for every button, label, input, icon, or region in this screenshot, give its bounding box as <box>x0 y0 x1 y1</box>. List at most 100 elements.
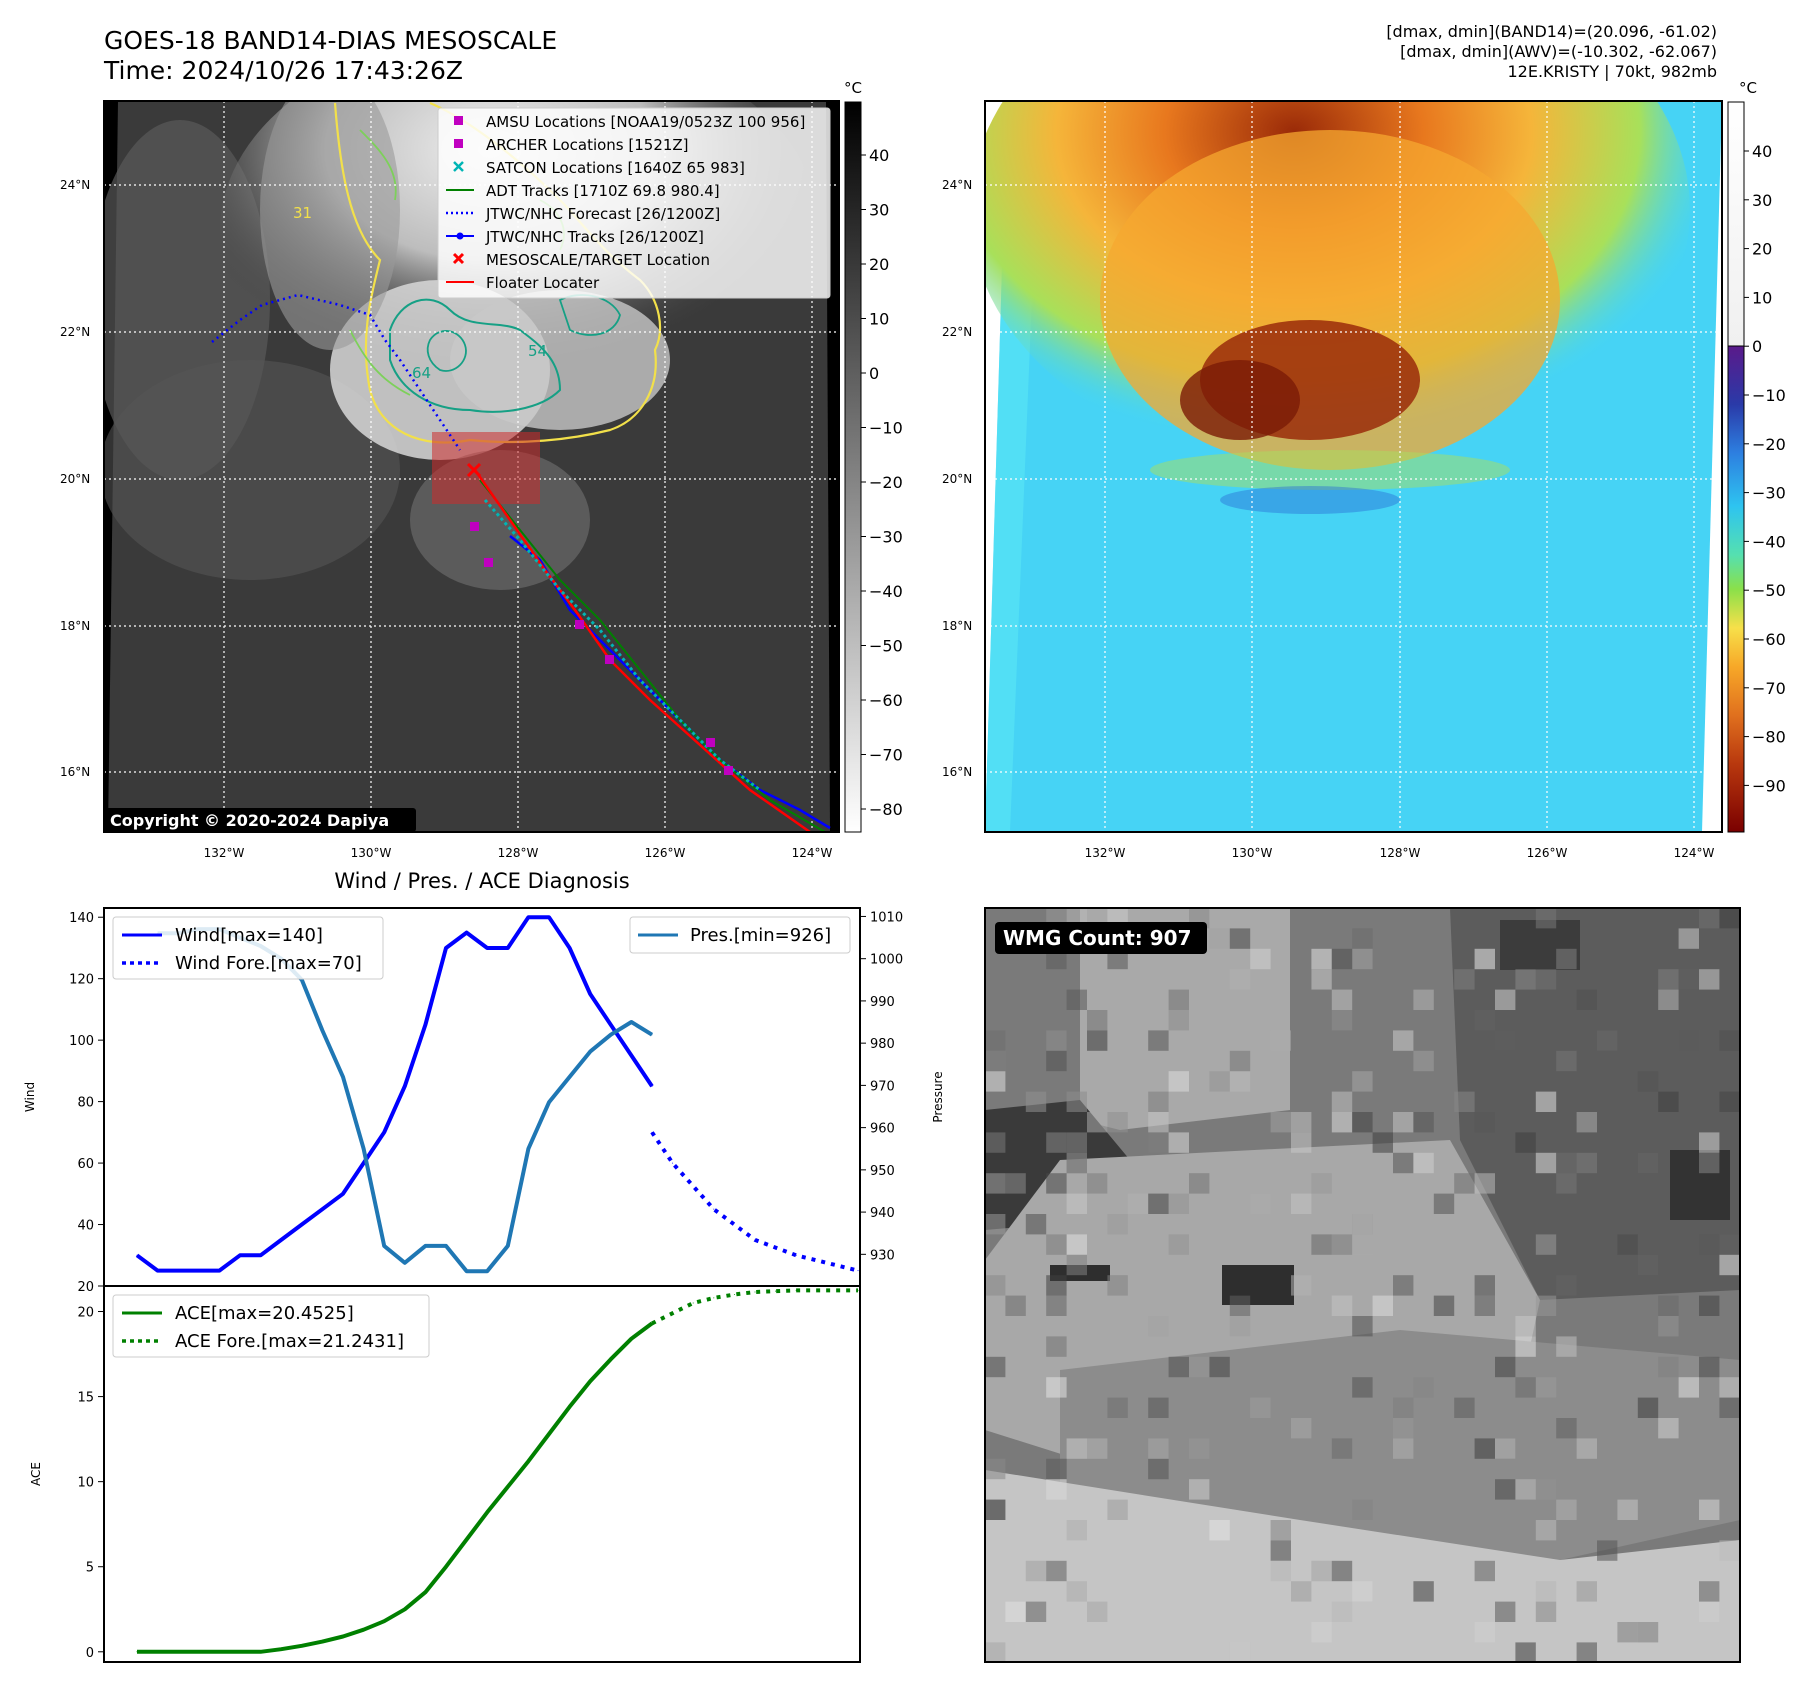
wmg-pixel-cell <box>1352 1499 1373 1520</box>
stats-band14: [dmax, dmin](BAND14)=(20.096, -61.02) <box>1386 22 1717 41</box>
wmg-pixel-cell <box>1474 1295 1495 1316</box>
wmg-pixel-cell <box>1066 1254 1087 1276</box>
wmg-pixel-cell <box>1495 1356 1516 1378</box>
ace-series-point-0 <box>321 1641 323 1643</box>
wmg-pixel-cell <box>1556 1418 1577 1439</box>
series-point-0 <box>342 1193 344 1195</box>
series-line-0 <box>135 915 654 1273</box>
wind-legend-label: Wind[max=140] <box>175 925 323 946</box>
ir-colorbar-tick-label: −40 <box>869 582 903 601</box>
wmg-pixel-cell <box>1597 1540 1618 1561</box>
wmg-pixel-cell <box>1148 1112 1169 1133</box>
wmg-pixel-cell <box>1372 1295 1393 1316</box>
wmg-pixel-cell <box>1576 1438 1597 1459</box>
wmg-pixel-cell <box>1331 1112 1353 1133</box>
series-point-0 <box>486 947 488 949</box>
wmg-pixel-cell <box>1719 1234 1740 1255</box>
ace-series-point-0 <box>527 1460 529 1462</box>
satcon-locations <box>483 499 761 792</box>
wmg-pixel-cell <box>1699 1499 1720 1520</box>
ace-series-point-0 <box>569 1406 571 1408</box>
wmg-pixel-cell <box>1066 1091 1087 1112</box>
wmg-count-label: WMG Count: 907 <box>1003 926 1192 950</box>
contour-label-64: 64 <box>412 364 431 382</box>
ir-colorbar-ticks: 40 30 20 10 0 −10 −20 −30 −40 −50 −60 −70 −80 <box>861 146 903 819</box>
wmg-pixel-cell <box>1474 1173 1495 1194</box>
wmg-pixel-cell <box>1168 1234 1189 1255</box>
wmg-pixel-cell <box>1005 1173 1026 1194</box>
wmg-pixel-cell <box>1474 1275 1495 1296</box>
mesoscale-target-box <box>432 432 540 504</box>
wmg-pixel-cell <box>1658 1091 1679 1112</box>
wmg-pixel-cell <box>1107 1214 1128 1235</box>
wind-y-ticks: 20 40 60 80 100 120 140 <box>69 911 104 1295</box>
ace-y-tick-label: 15 <box>77 1391 94 1406</box>
series-point-0 <box>177 1270 179 1272</box>
pressure-y-tick-label: 970 <box>870 1079 895 1094</box>
ace-legend-label: ACE[max=20.4525] <box>175 1303 354 1324</box>
wmg-pixel-cell <box>1637 1152 1659 1174</box>
legend-archer: ARCHER Locations [1521Z] <box>486 136 689 154</box>
wmg-pixel-cell <box>1311 969 1332 990</box>
wmg-pixel-cell <box>1066 1234 1087 1255</box>
wmg-pixel-cell <box>1556 1152 1577 1174</box>
wmg-pixel-cell <box>1515 969 1536 990</box>
ir-colorbar-tick-label: 0 <box>869 364 879 383</box>
wmg-pixel-cell <box>985 1132 1006 1153</box>
awv-gridlines <box>985 101 1722 832</box>
wmg-pixel-cell <box>1535 1377 1557 1398</box>
wmg-pixel-cell <box>985 1050 1006 1072</box>
awv-colorbar-tick-label: −70 <box>1752 679 1786 698</box>
ace-series-point-1 <box>857 1289 859 1291</box>
ace-series-point-0 <box>136 1651 138 1653</box>
wmg-pixel-cell <box>1535 1581 1557 1602</box>
wmg-pixel-cell <box>1637 1397 1659 1418</box>
wmg-pixel-cell <box>1413 1581 1434 1602</box>
ace-series-point-0 <box>589 1380 591 1382</box>
awv-lat-22: 22°N <box>942 325 972 339</box>
ir-colorbar-tick-label: −80 <box>869 800 903 819</box>
ace-series-point-0 <box>445 1566 447 1568</box>
ir-map-panel: 31 54 64 <box>60 100 840 860</box>
wmg-pixel-cell <box>985 1071 1006 1092</box>
wmg-pixel-cell <box>1535 1152 1557 1174</box>
awv-colorbar-tick-label: 40 <box>1752 142 1772 161</box>
wmg-pixel-cell <box>985 1214 1006 1235</box>
awv-colorbar-white <box>1727 101 1745 347</box>
ace-y-tick-label: 10 <box>77 1476 94 1491</box>
ir-cloud-north <box>260 101 400 350</box>
wmg-pixel-cell <box>1046 1234 1067 1255</box>
wmg-pixel-cell <box>1658 989 1679 1010</box>
wmg-pixel-cell <box>1331 1601 1353 1622</box>
wmg-pixel-cell <box>1250 1193 1271 1214</box>
wmg-pixel-cell <box>985 1275 1006 1296</box>
ir-cloud-band-sw <box>104 360 400 580</box>
awv-darkest-core <box>1180 360 1300 440</box>
wmg-pixel-cell <box>1066 1438 1087 1459</box>
wmg-pixel-cell <box>1046 1336 1067 1357</box>
ace-series-point-1 <box>836 1289 838 1291</box>
ir-legend: AMSU Locations [NOAA19/0523Z 100 956] AR… <box>437 107 831 299</box>
pressure-y-tick-label: 980 <box>870 1037 895 1052</box>
wmg-pixel-cell <box>1209 1520 1230 1541</box>
wmg-pixel-cell <box>1433 1193 1455 1214</box>
series-point-2 <box>363 1148 365 1150</box>
wmg-pixel-cell <box>1331 1091 1353 1112</box>
wmg-pixel-cell <box>1352 1112 1373 1133</box>
figure-stats: [dmax, dmin](BAND14)=(20.096, -61.02) [d… <box>1386 22 1717 82</box>
wmg-pixel-cell <box>1719 1377 1740 1398</box>
archer-marker-icon <box>454 139 463 148</box>
awv-map-frame <box>984 100 1723 833</box>
ir-contour-64 <box>426 330 467 372</box>
wmg-pixel-cell <box>1331 989 1353 1010</box>
wmg-frame <box>984 907 1741 1663</box>
pressure-y-tick-label: 990 <box>870 995 895 1010</box>
ir-colorbar-tick-label: −60 <box>869 691 903 710</box>
wmg-pixel-cell <box>1393 1418 1414 1439</box>
wmg-pixel-cell <box>1148 1030 1169 1051</box>
ace-series-point-0 <box>239 1651 241 1653</box>
wmg-pixel-cell <box>1107 1499 1128 1520</box>
series-point-1 <box>754 1239 756 1241</box>
ir-lat-16: 16°N <box>60 765 90 779</box>
amsu-marker-icon <box>454 116 463 125</box>
